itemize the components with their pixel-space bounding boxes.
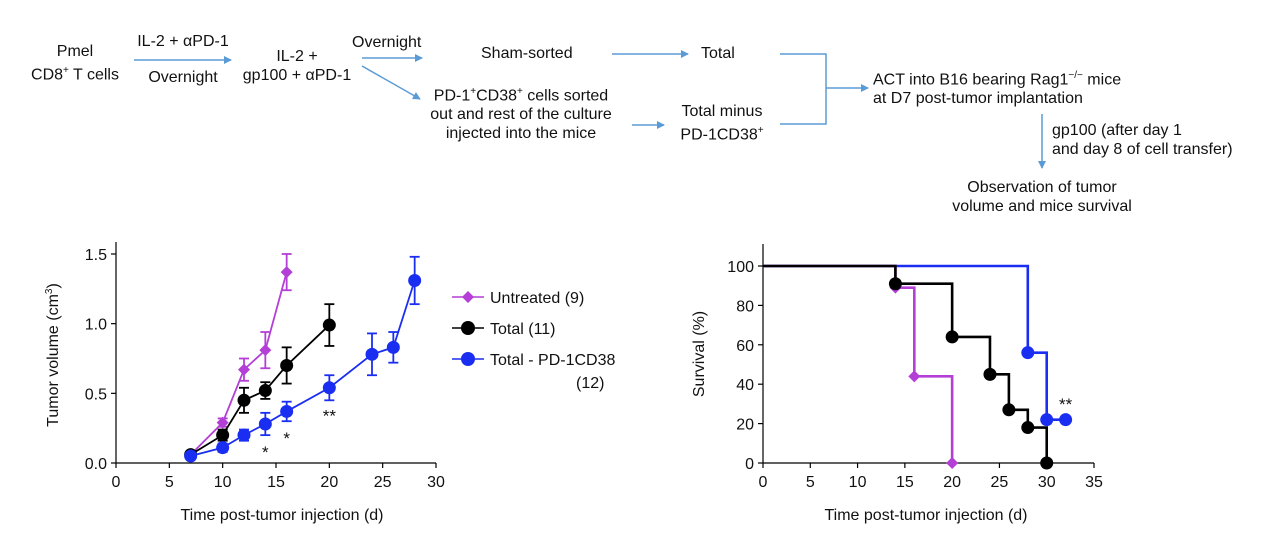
observation-label: Observation of tumor volume and mice surv… xyxy=(952,179,1132,215)
chart2-ytick-label: 20 xyxy=(736,417,754,434)
chart1-xtick-label: 5 xyxy=(165,474,174,491)
merge-bracket xyxy=(780,53,827,125)
chart2-xtick-label: 10 xyxy=(849,474,867,491)
chart2-point xyxy=(1040,413,1054,427)
chart2-point xyxy=(1040,456,1054,470)
chart1-ytick-label: 1.5 xyxy=(85,247,107,264)
chart2-ytick-label: 80 xyxy=(736,298,754,315)
overnight-label: Overnight xyxy=(352,34,422,51)
chart2-series-0 xyxy=(763,264,959,469)
chart1-ytick-label: 0.0 xyxy=(85,456,107,473)
total-label: Total xyxy=(701,45,735,62)
chart1-point xyxy=(280,358,294,372)
chart1-ylabel: Tumor volume (cm3) xyxy=(44,283,62,427)
chart2-series-1 xyxy=(763,264,1054,470)
chart2-step-line xyxy=(763,264,1049,463)
chart2-point xyxy=(946,457,959,469)
chart2-xtick-label: 35 xyxy=(1085,474,1103,491)
chart1-point xyxy=(216,428,230,442)
chart2-axes: 0 5 10 15 20 25 30 35 0 20 40 60 80 100 xyxy=(727,244,1103,491)
chart2-point xyxy=(1002,403,1016,417)
chart1-point xyxy=(258,417,272,431)
chart2-xtick-label: 5 xyxy=(806,474,815,491)
chart2-ylabel: Survival (%) xyxy=(691,311,708,397)
chart2-step-line xyxy=(763,264,954,463)
chart1-xtick-label: 15 xyxy=(267,474,285,491)
total-minus-label: Total minus PD-1CD38+ xyxy=(680,103,764,144)
chart2-xtick-label: 20 xyxy=(943,474,961,491)
chart1-xtick-label: 10 xyxy=(214,474,232,491)
chart2-point xyxy=(983,367,997,381)
chart1-point xyxy=(322,381,336,395)
chart2-series: ** xyxy=(763,264,1073,470)
chart2-xtick-label: 15 xyxy=(896,474,914,491)
chart1-xtick-label: 0 xyxy=(112,474,121,491)
chart1-point xyxy=(386,340,400,354)
chart2-point xyxy=(945,330,959,344)
sham-sorted-label: Sham-sorted xyxy=(481,45,573,62)
gp100-label: gp100 (after day 1 and day 8 of cell tran… xyxy=(1052,122,1233,158)
chart1-point xyxy=(322,318,336,332)
chart1-significance: ** xyxy=(323,407,337,426)
chart1-xtick-label: 20 xyxy=(320,474,338,491)
chart2-series-2 xyxy=(763,264,1073,427)
sort-label: PD-1+CD38+ cells sorted out and rest of … xyxy=(430,86,612,143)
chart1-xtick-label: 30 xyxy=(427,474,445,491)
chart2-significance: ** xyxy=(1059,395,1073,414)
legend-minus-count: (12) xyxy=(576,375,604,392)
chart1-ytick-label: 0.5 xyxy=(85,386,107,403)
chart1-series-2 xyxy=(184,255,422,463)
legend-total: Total (11) xyxy=(490,321,556,338)
chart2-xlabel: Time post-tumor injection (d) xyxy=(824,507,1027,524)
step1-top-label: IL-2 + αPD-1 xyxy=(137,33,229,50)
chart2-point xyxy=(888,277,902,291)
chart1-point xyxy=(280,266,293,279)
chart1-point xyxy=(237,428,251,442)
chart1-point xyxy=(280,404,294,418)
act-label: ACT into B16 bearing Rag1−/− mice at D7 … xyxy=(873,70,1122,108)
chart1-point xyxy=(408,273,422,287)
chart1-point xyxy=(216,441,230,455)
legend-minus: Total - PD-1CD38 xyxy=(490,352,615,369)
chart2-ytick-label: 0 xyxy=(745,456,754,473)
chart1-point xyxy=(237,393,251,407)
chart2-xtick-label: 25 xyxy=(991,474,1009,491)
chart1-point xyxy=(365,347,379,361)
chart1-point xyxy=(184,449,198,463)
arrow-sort xyxy=(361,65,421,100)
chart1-xlabel: Time post-tumor injection (d) xyxy=(180,507,383,524)
legend-untreated: Untreated (9) xyxy=(490,290,584,307)
chart1-point xyxy=(258,384,272,398)
legend-minus-marker xyxy=(461,352,475,366)
chart1-xtick-label: 25 xyxy=(374,474,392,491)
step2-label: IL-2 + gp100 + αPD-1 xyxy=(242,48,352,84)
chart2-point xyxy=(1021,346,1035,360)
step1-bottom-label: Overnight xyxy=(148,69,218,86)
pmel-label: Pmel CD8+ T cells xyxy=(31,43,119,84)
chart1-series: **** xyxy=(184,253,422,463)
chart2-xtick-label: 0 xyxy=(759,474,768,491)
chart2-point xyxy=(1021,421,1035,435)
chart2-point xyxy=(1059,413,1073,427)
chart1-point xyxy=(259,344,272,357)
chart2-xtick-label: 30 xyxy=(1038,474,1056,491)
chart2-point xyxy=(908,370,921,383)
chart1-axes: 0 5 10 15 20 25 30 0.0 0.5 1.0 1.5 xyxy=(85,242,445,491)
chart2-ytick-label: 100 xyxy=(727,259,754,276)
chart1-point xyxy=(216,416,229,429)
chart1-significance: * xyxy=(262,443,269,462)
chart1-significance: * xyxy=(283,429,290,448)
chart1-point xyxy=(238,363,250,376)
chart2-ytick-label: 60 xyxy=(736,338,754,355)
legend-total-marker xyxy=(461,321,475,335)
chart2-ytick-label: 40 xyxy=(736,377,754,394)
chart1-legend: Untreated (9) Total (11) Total - PD-1CD3… xyxy=(452,290,615,392)
chart1-ytick-label: 1.0 xyxy=(85,317,107,334)
